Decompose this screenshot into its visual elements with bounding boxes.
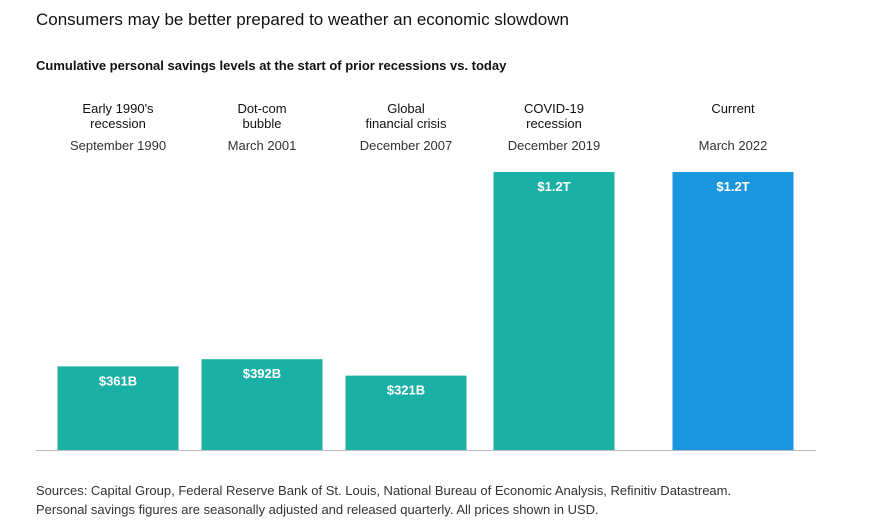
category-label-1-line-2: recession <box>90 116 146 131</box>
category-label-4-line-2: recession <box>526 116 582 131</box>
data-label-5: $1.2T <box>716 179 749 194</box>
sources-line-1: Sources: Capital Group, Federal Reserve … <box>36 483 732 498</box>
bar-4 <box>493 172 615 450</box>
category-label-5-line-1: Current <box>711 101 755 116</box>
category-label-4-line-1: COVID-19 <box>524 101 584 116</box>
data-label-3: $321B <box>387 383 425 398</box>
category-label-3-line-1: Global <box>387 101 425 116</box>
category-label-2-line-2: bubble <box>242 116 281 131</box>
category-label-2-line-1: Dot-com <box>237 101 286 116</box>
category-date-2: March 2001 <box>228 138 297 153</box>
category-label-3-line-2: financial crisis <box>366 116 447 131</box>
data-label-1: $361B <box>99 373 137 388</box>
category-date-1: September 1990 <box>70 138 166 153</box>
category-date-3: December 2007 <box>360 138 453 153</box>
bar-1 <box>57 366 179 450</box>
sources-line-2: Personal savings figures are seasonally … <box>36 502 599 517</box>
category-date-4: December 2019 <box>508 138 601 153</box>
data-label-4: $1.2T <box>537 179 570 194</box>
page-title: Consumers may be better prepared to weat… <box>36 10 569 29</box>
bar-5 <box>672 172 794 450</box>
sources-note: Sources: Capital Group, Federal Reserve … <box>36 481 731 519</box>
bar-2 <box>201 359 323 450</box>
bar-3 <box>345 375 467 450</box>
chart-subtitle: Cumulative personal savings levels at th… <box>36 58 507 73</box>
data-label-2: $392B <box>243 366 281 381</box>
category-date-5: March 2022 <box>699 138 768 153</box>
category-label-1-line-1: Early 1990's <box>82 101 154 116</box>
